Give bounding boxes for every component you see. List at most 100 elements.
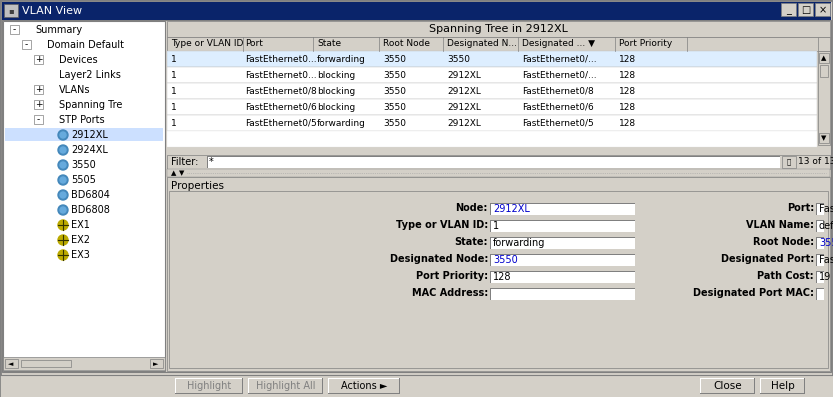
- Text: BD6808: BD6808: [71, 205, 110, 215]
- Bar: [760, 378, 804, 393]
- Bar: [0, 375, 833, 397]
- Bar: [167, 67, 817, 83]
- Bar: [34, 115, 43, 124]
- Text: □: □: [801, 5, 811, 15]
- Text: Type or VLAN ID: Type or VLAN ID: [171, 39, 243, 48]
- Text: default: default: [819, 221, 833, 231]
- Circle shape: [60, 177, 66, 183]
- Bar: [781, 3, 796, 16]
- Text: 1: 1: [493, 221, 499, 231]
- Bar: [248, 378, 323, 394]
- Text: EX3: EX3: [71, 250, 90, 260]
- Bar: [490, 203, 635, 215]
- Bar: [700, 378, 754, 393]
- Text: 128: 128: [619, 54, 636, 64]
- Circle shape: [58, 130, 68, 140]
- Text: -: -: [25, 40, 28, 49]
- Bar: [490, 288, 635, 300]
- Text: 13 of 13 displayed: 13 of 13 displayed: [798, 158, 833, 166]
- Text: 3550: 3550: [71, 160, 96, 170]
- Bar: [761, 379, 804, 393]
- Bar: [5, 128, 163, 141]
- Text: Port: Port: [245, 39, 263, 48]
- Bar: [490, 254, 635, 266]
- Circle shape: [60, 162, 66, 168]
- Text: 🔍: 🔍: [787, 159, 791, 165]
- Text: Designated Port:: Designated Port:: [721, 254, 814, 264]
- Text: Type or VLAN ID:: Type or VLAN ID:: [396, 220, 488, 230]
- Text: Port:: Port:: [786, 203, 814, 213]
- Text: 1: 1: [171, 87, 177, 96]
- Bar: [4, 4, 18, 17]
- Bar: [167, 131, 817, 147]
- Text: Root Node: Root Node: [383, 39, 430, 48]
- Text: VLANs: VLANs: [59, 85, 91, 95]
- Text: 2912XL: 2912XL: [447, 71, 481, 79]
- Text: State:: State:: [455, 237, 488, 247]
- Bar: [5, 359, 18, 368]
- Text: ▼: ▼: [821, 135, 826, 141]
- Text: Summary: Summary: [35, 25, 82, 35]
- Bar: [167, 177, 830, 371]
- Bar: [248, 378, 322, 393]
- Text: 19: 19: [819, 272, 831, 282]
- Bar: [816, 203, 824, 215]
- Text: Filter:: Filter:: [171, 157, 198, 167]
- Text: 2912XL: 2912XL: [447, 118, 481, 127]
- Text: 128: 128: [619, 102, 636, 112]
- Bar: [329, 379, 399, 393]
- Text: Devices: Devices: [59, 55, 97, 65]
- Text: VLAN Name:: VLAN Name:: [746, 220, 814, 230]
- Bar: [816, 237, 824, 249]
- Bar: [490, 220, 635, 232]
- Text: ×: ×: [819, 5, 826, 15]
- Text: FastEthernet0/5: FastEthernet0/5: [245, 118, 317, 127]
- Text: forwarding: forwarding: [317, 54, 366, 64]
- Bar: [167, 37, 830, 51]
- Text: MAC Address:: MAC Address:: [412, 288, 488, 298]
- Text: BD6804: BD6804: [71, 190, 110, 200]
- Text: Designated Port MAC:: Designated Port MAC:: [693, 288, 814, 298]
- Bar: [328, 378, 399, 393]
- Text: FastEthernet0/20: FastEthernet0/20: [819, 255, 833, 265]
- Bar: [490, 271, 635, 283]
- Text: 2912XL: 2912XL: [493, 204, 530, 214]
- Text: +: +: [35, 55, 42, 64]
- Text: Spanning Tre: Spanning Tre: [59, 100, 122, 110]
- Bar: [167, 155, 830, 169]
- Text: FastEthernet0...: FastEthernet0...: [245, 54, 317, 64]
- Text: Domain Default: Domain Default: [47, 40, 124, 50]
- Text: 2912XL: 2912XL: [71, 130, 108, 140]
- Text: Node:: Node:: [456, 203, 488, 213]
- Bar: [249, 379, 322, 393]
- Bar: [175, 378, 242, 393]
- Bar: [817, 272, 824, 283]
- Bar: [491, 289, 635, 300]
- Bar: [700, 378, 755, 394]
- Bar: [819, 133, 829, 143]
- Bar: [819, 53, 829, 63]
- Bar: [3, 357, 165, 370]
- Bar: [816, 288, 824, 300]
- Text: 128: 128: [619, 118, 636, 127]
- Text: 3550: 3550: [383, 118, 406, 127]
- Text: Highlight: Highlight: [187, 381, 231, 391]
- Bar: [491, 221, 635, 232]
- Text: 3550: 3550: [383, 54, 406, 64]
- Text: forwarding: forwarding: [493, 238, 546, 248]
- Circle shape: [58, 205, 68, 215]
- Text: FastEthernet0...: FastEthernet0...: [245, 71, 317, 79]
- Bar: [815, 3, 830, 16]
- Text: Close: Close: [713, 381, 742, 391]
- Circle shape: [60, 192, 66, 198]
- Text: Spanning Tree in 2912XL: Spanning Tree in 2912XL: [429, 24, 568, 34]
- Text: 3550: 3550: [383, 71, 406, 79]
- Circle shape: [60, 147, 66, 153]
- Text: ▲: ▲: [821, 55, 826, 61]
- Circle shape: [58, 145, 68, 155]
- Circle shape: [60, 207, 66, 213]
- Bar: [167, 83, 817, 99]
- Bar: [816, 271, 824, 283]
- Text: 3550: 3550: [383, 102, 406, 112]
- Bar: [2, 2, 831, 20]
